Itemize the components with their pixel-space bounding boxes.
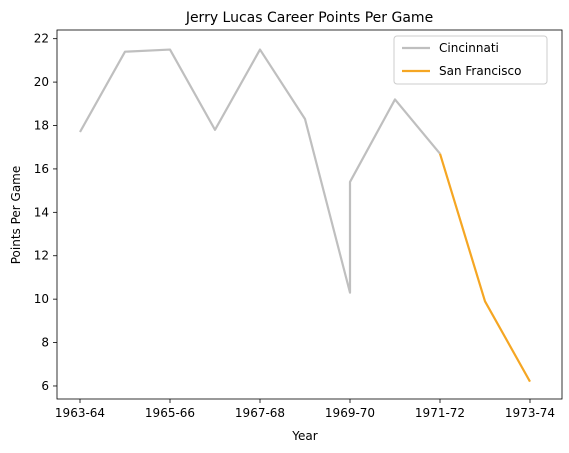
y-tick-label: 6: [41, 379, 49, 393]
x-axis-label: Year: [291, 429, 317, 443]
y-tick-label: 18: [34, 119, 49, 133]
series-line-1: [438, 153, 531, 383]
legend: Cincinnati San Francisco: [393, 35, 548, 85]
x-axis: 1963-64 1965-66 1967-68 1969-70 1971-72 1973-…: [55, 399, 555, 420]
plot-frame: [56, 29, 563, 400]
y-axis-label: Points Per Game: [9, 166, 23, 265]
y-tick-label: 10: [34, 292, 49, 306]
y-tick-label: 16: [34, 162, 49, 176]
legend-label: Cincinnati: [439, 41, 499, 55]
legend-frame: [393, 35, 548, 85]
x-tick-label: 1971-72: [415, 406, 465, 420]
x-tick-label: 1963-64: [55, 406, 105, 420]
y-axis: 6 8 10 12 14 16 18 20 22: [34, 32, 57, 393]
y-tick-label: 20: [34, 75, 49, 89]
x-tick-label: 1967-68: [235, 406, 285, 420]
y-tick-label: 14: [34, 205, 49, 219]
x-tick-label: 1965-66: [145, 406, 195, 420]
x-tick-label: 1969-70: [325, 406, 375, 420]
y-tick-label: 8: [41, 336, 49, 350]
plot-area: [79, 48, 531, 383]
y-tick-label: 12: [34, 249, 49, 263]
chart-title: Jerry Lucas Career Points Per Game: [185, 10, 433, 26]
series-line-0: [79, 48, 441, 294]
y-tick-label: 22: [34, 32, 49, 46]
legend-label: San Francisco: [439, 64, 521, 78]
x-tick-label: 1973-74: [505, 406, 555, 420]
